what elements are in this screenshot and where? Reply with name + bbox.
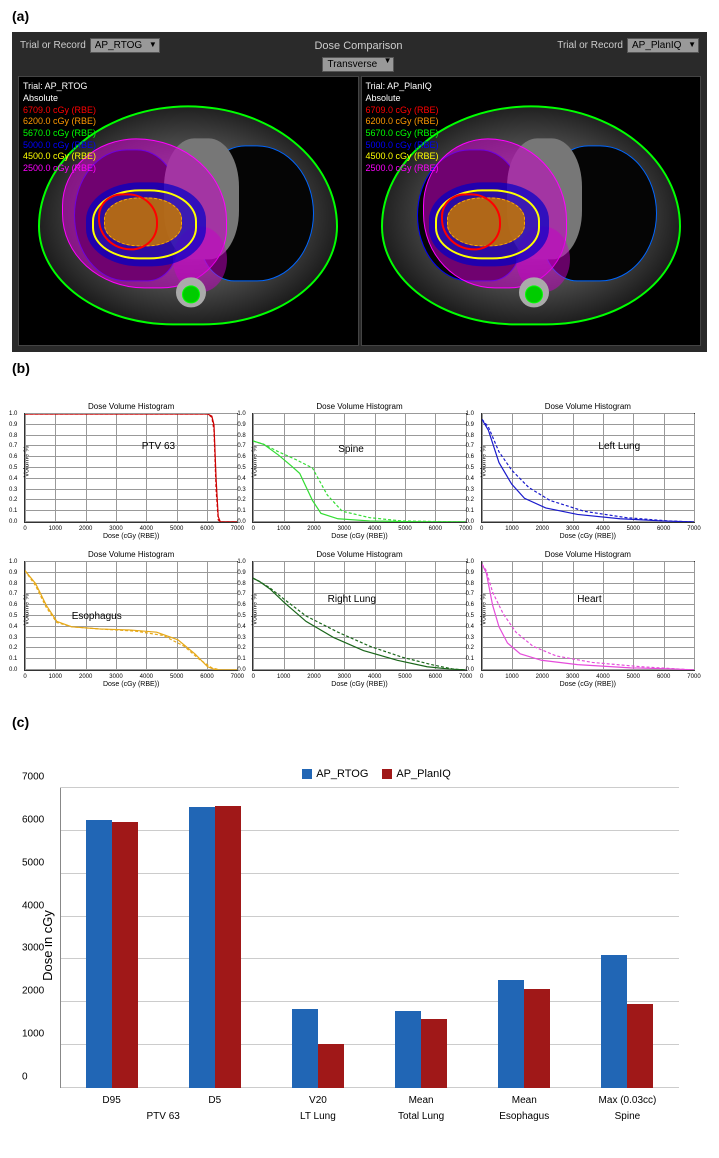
dvh-spine: Dose Volume HistogramVolume %0.00.10.20.…: [252, 402, 466, 540]
bar-group-4: Mean: [473, 788, 576, 1088]
dvh-left-lung: Dose Volume HistogramVolume %0.00.10.20.…: [481, 402, 695, 540]
dvh-grid: Dose Volume HistogramVolume %0.00.10.20.…: [24, 402, 695, 688]
ct-view-left: Trial: AP_RTOG Absolute6709.0 cGy (RBE)6…: [18, 76, 359, 346]
trial-label-left: Trial: AP_RTOG: [23, 81, 87, 91]
ct-view-right: Trial: AP_PlanIQ Absolute6709.0 cGy (RBE…: [361, 76, 702, 346]
panel-b-label: (b): [0, 352, 719, 384]
dvh-right-lung: Dose Volume HistogramVolume %0.00.10.20.…: [252, 550, 466, 688]
panel-a-label: (a): [0, 0, 719, 32]
view-select[interactable]: Transverse: [322, 57, 394, 72]
bar-group-3: Mean: [370, 788, 473, 1088]
bar-group-1: D5: [163, 788, 266, 1088]
bar-group-5: Max (0.03cc): [576, 788, 679, 1088]
dvh-heart: Dose Volume HistogramVolume %0.00.10.20.…: [481, 550, 695, 688]
panel-c-label: (c): [0, 706, 719, 738]
bar-legend: AP_RTOGAP_PlanIQ: [60, 768, 679, 780]
isodose-legend-right: Absolute6709.0 cGy (RBE)6200.0 cGy (RBE)…: [366, 93, 439, 175]
isodose-legend-left: Absolute6709.0 cGy (RBE)6200.0 cGy (RBE)…: [23, 93, 96, 175]
left-trial-select[interactable]: AP_RTOG: [90, 38, 160, 53]
dvh-ptv-63: Dose Volume HistogramVolume %0.00.10.20.…: [24, 402, 238, 540]
bar-group-0: D95: [60, 788, 163, 1088]
right-select-label: Trial or Record: [557, 40, 623, 51]
bar-chart: AP_RTOGAP_PlanIQ Dose in cGy 01000200030…: [60, 768, 679, 1138]
bar-group-2: V20: [266, 788, 369, 1088]
dose-comparison-panel: Trial or Record AP_RTOG Dose Comparison …: [12, 32, 707, 352]
dose-comparison-title: Dose Comparison: [314, 38, 402, 54]
right-trial-select[interactable]: AP_PlanIQ: [627, 38, 699, 53]
dvh-esophagus: Dose Volume HistogramVolume %0.00.10.20.…: [24, 550, 238, 688]
left-select-label: Trial or Record: [20, 40, 86, 51]
trial-label-right: Trial: AP_PlanIQ: [366, 81, 432, 91]
